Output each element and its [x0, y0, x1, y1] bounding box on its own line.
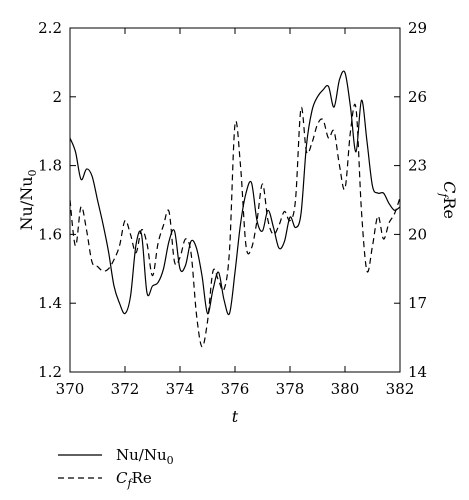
y-axis-ticks: 1.2 1.4 1.6 1.8 2 2.2 [38, 19, 76, 381]
y2-tick-label: 23 [408, 157, 427, 175]
y2-tick-label: 17 [408, 294, 427, 312]
y-axis-label: Nu/Nu0 [17, 170, 39, 231]
x-tick-label: 380 [331, 380, 360, 398]
y-tick-label: 1.4 [38, 294, 62, 312]
x-tick-label: 372 [111, 380, 140, 398]
x-tick-label: 374 [166, 380, 195, 398]
series-line-cfre [69, 103, 401, 348]
y2-axis-label: CfRe [437, 181, 459, 219]
y-tick-label: 1.2 [38, 363, 62, 381]
x-tick-label: 382 [386, 380, 415, 398]
y2-tick-label: 26 [408, 88, 427, 106]
x-tick-label: 370 [56, 380, 85, 398]
y2-tick-label: 29 [408, 19, 427, 37]
x-axis-ticks: 370 372 374 376 378 380 382 [56, 28, 415, 398]
legend-label-nu: Nu/Nu0 [116, 446, 174, 467]
y-tick-label: 1.8 [38, 157, 62, 175]
y2-axis-ticks: 14 17 20 23 26 29 [394, 19, 427, 381]
x-axis-label: t [232, 407, 239, 426]
y2-tick-label: 14 [408, 363, 427, 381]
plot-frame [69, 27, 401, 373]
y-tick-label: 2 [52, 88, 62, 106]
x-tick-label: 378 [276, 380, 305, 398]
legend-label-cfre: CfRe [116, 469, 152, 490]
legend: Nu/Nu0 CfRe [58, 446, 174, 490]
series-layer [69, 70, 401, 348]
x-tick-label: 376 [221, 380, 250, 398]
y2-tick-label: 20 [408, 225, 427, 243]
y-tick-label: 2.2 [38, 19, 62, 37]
series-line-nu [69, 70, 401, 316]
y-tick-label: 1.6 [38, 225, 62, 243]
